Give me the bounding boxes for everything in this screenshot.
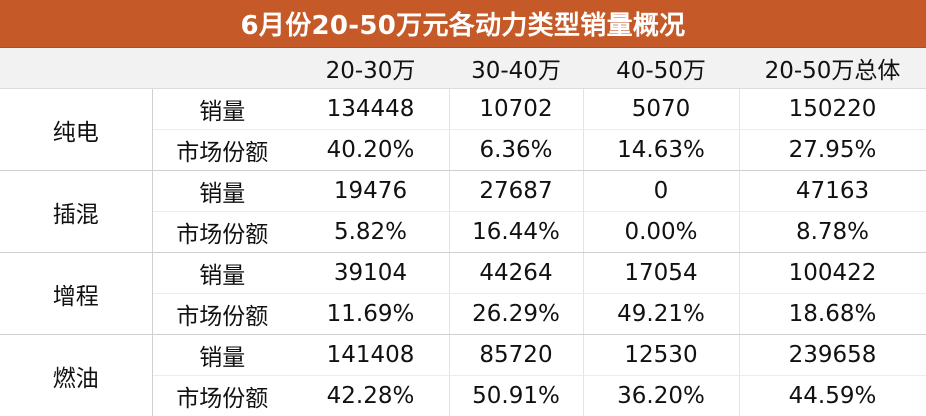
value-cell: 0.00% [583,211,739,253]
value-cell: 18.68% [739,293,926,335]
table-row: 纯电 销量 134448 10702 5070 150220 [0,88,926,171]
column-header: 20-30万 [292,47,449,89]
value-cell: 239658 [739,334,926,376]
value-cell: 36.20% [583,375,739,416]
value-cell: 141408 [292,334,449,376]
value-cell: 12530 [583,334,739,376]
value-cell: 85720 [449,334,583,376]
value-cell: 17054 [583,252,739,294]
value-cell: 100422 [739,252,926,294]
metric-label: 销量 [151,252,292,294]
column-header-row: 20-30万 30-40万 40-50万 20-50万总体 [0,47,926,89]
value-cell: 5.82% [292,211,449,253]
metric-label: 销量 [151,170,292,212]
column-header: 20-50万总体 [739,47,926,89]
value-cell: 8.78% [739,211,926,253]
column-header: 30-40万 [449,47,583,89]
table-title: 6月份20-50万元各动力类型销量概况 [0,0,926,48]
metric-label: 市场份额 [151,375,292,416]
table-row: 插混 销量 19476 27687 0 47163 [0,170,926,253]
value-cell: 5070 [583,88,739,130]
value-cell: 42.28% [292,375,449,416]
value-cell: 26.29% [449,293,583,335]
value-cell: 39104 [292,252,449,294]
value-cell: 49.21% [583,293,739,335]
value-cell: 19476 [292,170,449,212]
metric-label: 市场份额 [151,129,292,171]
value-cell: 44264 [449,252,583,294]
metric-label: 市场份额 [151,293,292,335]
value-cell: 50.91% [449,375,583,416]
table-row: 市场份额 5.82% 16.44% 0.00% 8.78% [0,211,926,253]
header-empty-cell [152,47,292,89]
value-cell: 40.20% [292,129,449,171]
value-cell: 10702 [449,88,583,130]
table-row: 市场份额 11.69% 26.29% 49.21% 18.68% [0,293,926,335]
value-cell: 27687 [449,170,583,212]
metric-label: 销量 [151,88,292,130]
column-header: 40-50万 [583,47,739,89]
value-cell: 44.59% [739,375,926,416]
value-cell: 27.95% [739,129,926,171]
power-type-label: 纯电 [0,88,152,171]
value-cell: 14.63% [583,129,739,171]
value-cell: 16.44% [449,211,583,253]
table-row: 市场份额 42.28% 50.91% 36.20% 44.59% [0,375,926,416]
value-cell: 47163 [739,170,926,212]
table-row: 燃油 销量 141408 85720 12530 239658 [0,334,926,416]
value-cell: 6.36% [449,129,583,171]
header-empty-cell [0,47,152,89]
value-cell: 134448 [292,88,449,130]
table-row: 市场份额 40.20% 6.36% 14.63% 27.95% [0,129,926,171]
value-cell: 150220 [739,88,926,130]
table-row: 增程 销量 39104 44264 17054 100422 [0,252,926,335]
metric-label: 市场份额 [151,211,292,253]
power-type-label: 增程 [0,252,152,335]
power-type-label: 插混 [0,170,152,253]
power-type-label: 燃油 [0,334,152,416]
value-cell: 11.69% [292,293,449,335]
metric-label: 销量 [151,334,292,376]
value-cell: 0 [583,170,739,212]
